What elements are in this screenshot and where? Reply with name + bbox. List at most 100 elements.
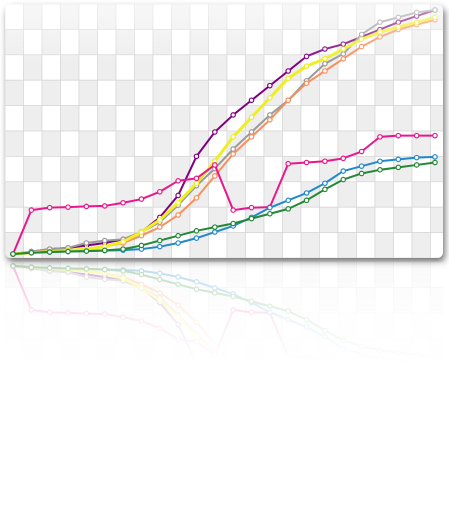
series-6 — [10, 263, 438, 366]
grid-cell — [356, 181, 376, 208]
data-point — [285, 206, 292, 212]
grid-cell — [430, 337, 449, 364]
grid-cell — [5, 156, 24, 183]
grid-cell — [97, 79, 117, 106]
grid-cell — [4, 388, 24, 415]
data-point — [248, 129, 255, 135]
grid-cell — [4, 464, 24, 491]
data-point — [303, 159, 310, 166]
grid-cell — [282, 388, 302, 415]
data-point — [193, 180, 200, 187]
grid-cell — [134, 181, 154, 208]
grid-cell — [23, 130, 43, 157]
data-point — [230, 134, 236, 140]
gloss-overlay — [5, 4, 443, 64]
grid-cell — [152, 130, 172, 157]
grid-cell — [115, 464, 135, 491]
series-line — [12, 265, 436, 359]
data-point — [193, 286, 200, 292]
data-point — [212, 229, 218, 235]
data-point — [193, 338, 200, 345]
grid-cell — [189, 490, 209, 517]
grid-cell — [60, 206, 80, 233]
data-point — [28, 307, 35, 313]
data-point — [303, 436, 310, 443]
grid-cell — [300, 261, 320, 288]
data-point — [120, 199, 126, 206]
data-point — [413, 492, 420, 499]
grid-cell — [189, 337, 209, 364]
data-point — [212, 290, 218, 296]
grid-cell — [5, 105, 24, 132]
data-point — [340, 473, 347, 479]
grid-cell — [152, 464, 172, 491]
data-point — [248, 134, 255, 140]
grid-cell — [115, 439, 135, 466]
data-point — [413, 359, 420, 366]
grid-cell — [60, 287, 80, 314]
grid-cell — [430, 363, 449, 390]
data-point — [322, 468, 328, 474]
data-point — [156, 188, 163, 195]
grid-cell — [60, 388, 80, 415]
data-point — [395, 357, 402, 364]
grid-cell — [152, 79, 172, 106]
data-point — [377, 158, 383, 165]
grid-cell — [430, 156, 443, 183]
grid-cell — [300, 287, 320, 314]
grid-cell — [97, 105, 117, 132]
data-point — [156, 297, 163, 303]
data-point — [156, 276, 163, 283]
grid-cell — [411, 232, 431, 258]
data-point — [138, 242, 145, 249]
data-point — [432, 159, 438, 166]
grid-cell — [393, 105, 413, 132]
data-point — [285, 438, 292, 445]
grid-cell — [393, 261, 413, 288]
grid-cell — [134, 490, 154, 517]
data-point — [10, 263, 16, 269]
series-group — [10, 263, 438, 513]
data-point — [340, 176, 347, 183]
data-point — [285, 316, 292, 323]
data-point — [83, 268, 90, 274]
grid-cell — [300, 414, 320, 441]
grid-cell — [226, 464, 246, 491]
data-point — [358, 477, 365, 484]
data-point — [285, 160, 292, 167]
grid-cell — [245, 439, 265, 466]
data-point — [432, 360, 438, 366]
data-point — [212, 224, 218, 230]
data-point — [138, 285, 145, 291]
grid-cell — [430, 261, 449, 288]
grid-cell — [97, 490, 117, 517]
data-point — [322, 158, 328, 165]
data-point — [28, 249, 35, 256]
data-point — [395, 499, 402, 506]
grid-cell — [152, 388, 172, 415]
grid-cell — [226, 388, 246, 415]
grid-cell — [282, 490, 302, 517]
grid-cell — [263, 388, 283, 415]
series-2 — [10, 263, 438, 513]
grid-cell — [208, 464, 228, 491]
grid-cell — [356, 414, 376, 441]
grid-cell — [189, 414, 209, 441]
grid-cell — [300, 130, 320, 157]
data-point — [377, 347, 383, 353]
grid-cell — [134, 439, 154, 466]
data-point — [322, 68, 328, 74]
series-4 — [10, 263, 438, 506]
grid-cell — [97, 130, 117, 157]
grid-cell — [60, 261, 80, 288]
grid-cell — [319, 105, 339, 132]
grid-cell — [374, 105, 394, 132]
grid-cell — [97, 181, 117, 208]
grid-cell — [41, 156, 61, 183]
data-point — [46, 265, 53, 272]
data-point — [322, 327, 328, 334]
grid-cell — [78, 490, 98, 517]
grid-cell — [300, 363, 320, 390]
grid-cell — [171, 490, 191, 517]
grid-cell — [319, 79, 339, 106]
